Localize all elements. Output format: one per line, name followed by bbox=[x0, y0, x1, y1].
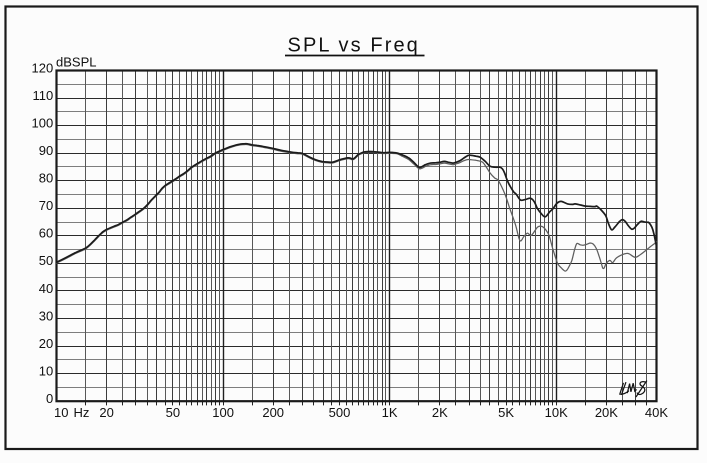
svg-text:120: 120 bbox=[31, 60, 53, 75]
svg-text:SPL vs Freq: SPL vs Freq bbox=[288, 35, 420, 57]
svg-text:10K: 10K bbox=[545, 405, 568, 420]
svg-text:30: 30 bbox=[39, 308, 53, 323]
svg-text:70: 70 bbox=[39, 198, 53, 213]
svg-text:110: 110 bbox=[32, 88, 53, 103]
svg-text:2K: 2K bbox=[432, 405, 448, 420]
svg-text:0: 0 bbox=[46, 391, 53, 406]
svg-text:200: 200 bbox=[262, 405, 284, 420]
svg-text:10: 10 bbox=[39, 363, 53, 378]
svg-text:1K: 1K bbox=[382, 405, 398, 420]
svg-text:50: 50 bbox=[166, 405, 180, 420]
svg-text:20: 20 bbox=[39, 336, 53, 351]
svg-text:Hz: Hz bbox=[74, 405, 90, 420]
svg-text:10: 10 bbox=[54, 405, 68, 420]
svg-text:50: 50 bbox=[39, 253, 53, 268]
svg-text:5K: 5K bbox=[498, 405, 514, 420]
svg-text:20: 20 bbox=[99, 405, 113, 420]
svg-text:60: 60 bbox=[39, 226, 53, 241]
svg-text:dBSPL: dBSPL bbox=[56, 55, 96, 70]
svg-text:100: 100 bbox=[212, 405, 234, 420]
svg-text:40: 40 bbox=[39, 281, 53, 296]
svg-text:20K: 20K bbox=[595, 405, 618, 420]
svg-text:80: 80 bbox=[39, 171, 53, 186]
svg-text:500: 500 bbox=[329, 405, 351, 420]
svg-text:90: 90 bbox=[39, 143, 53, 158]
svg-text:40K: 40K bbox=[645, 405, 668, 420]
svg-text:100: 100 bbox=[31, 115, 53, 130]
